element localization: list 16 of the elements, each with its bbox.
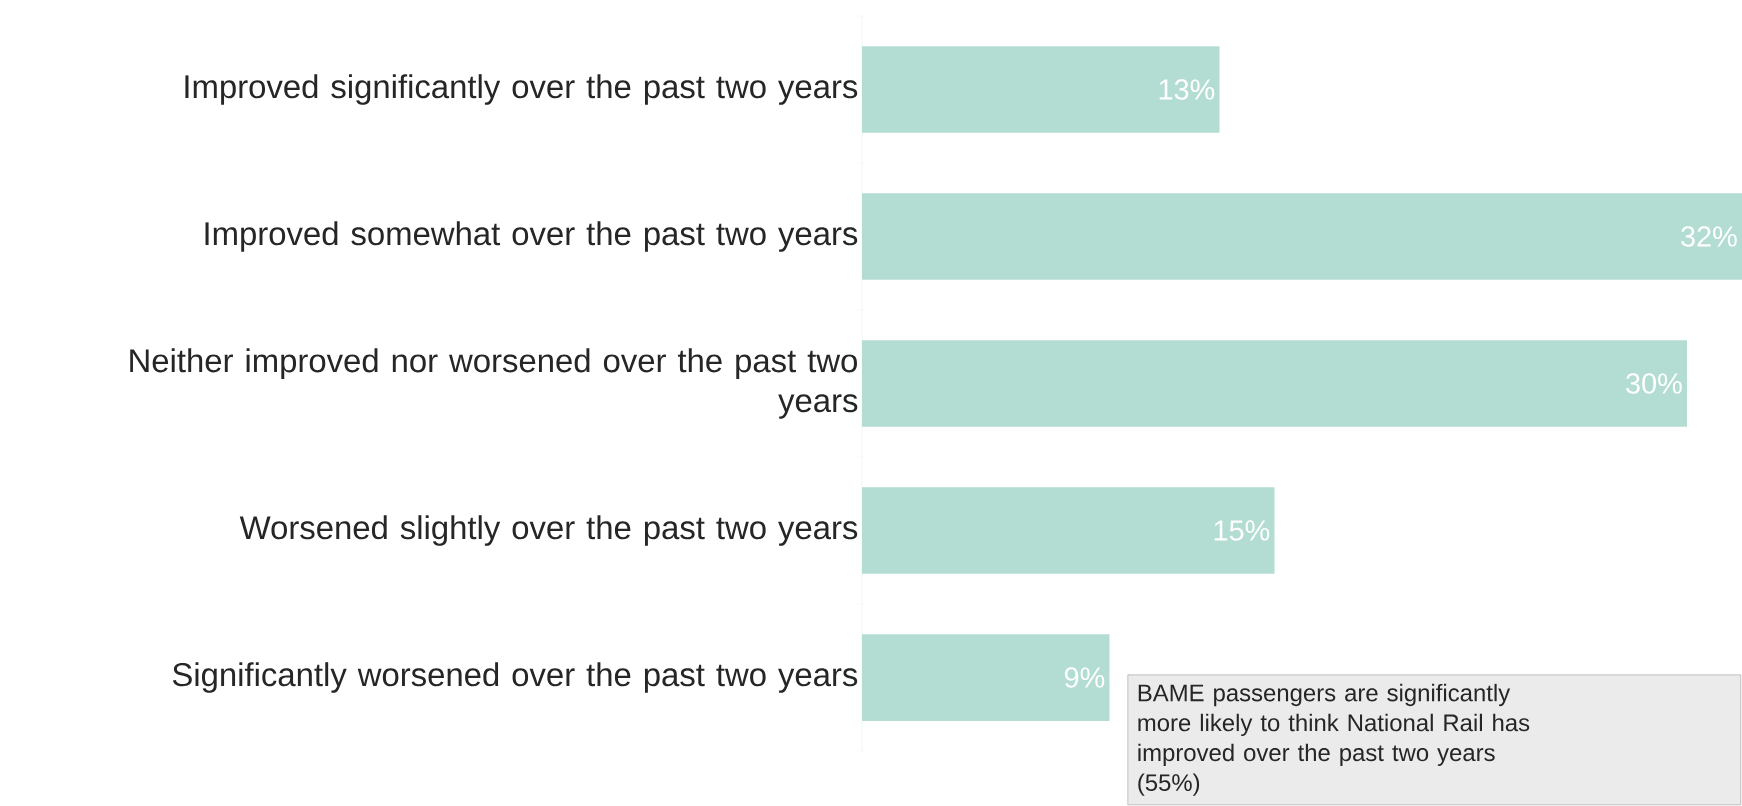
y-tick-label: Improved somewhat over the past two years bbox=[205, 221, 858, 252]
y-tick-label: Improved significantly over the past two years bbox=[185, 74, 858, 105]
data-label: 9% bbox=[1064, 667, 1105, 688]
bar bbox=[862, 487, 1275, 574]
data-label: 32% bbox=[1681, 226, 1737, 247]
y-tick-label: Worsened slightly over the past two years bbox=[239, 515, 858, 546]
y-tick-label: Neither improved nor worsened over the past two years bbox=[130, 348, 858, 419]
data-label: 30% bbox=[1626, 373, 1682, 394]
bar bbox=[862, 634, 1110, 721]
annotation: BAME passengers are significantly more likely to think National Rail has improved over the past two years (55%) bbox=[1138, 683, 1530, 796]
bar bbox=[862, 340, 1688, 427]
data-label: 15% bbox=[1214, 520, 1270, 541]
bar bbox=[862, 193, 1742, 280]
data-label: 13% bbox=[1159, 79, 1215, 100]
bar bbox=[862, 46, 1220, 133]
y-tick-label: Significantly worsened over the past two years bbox=[172, 662, 858, 693]
